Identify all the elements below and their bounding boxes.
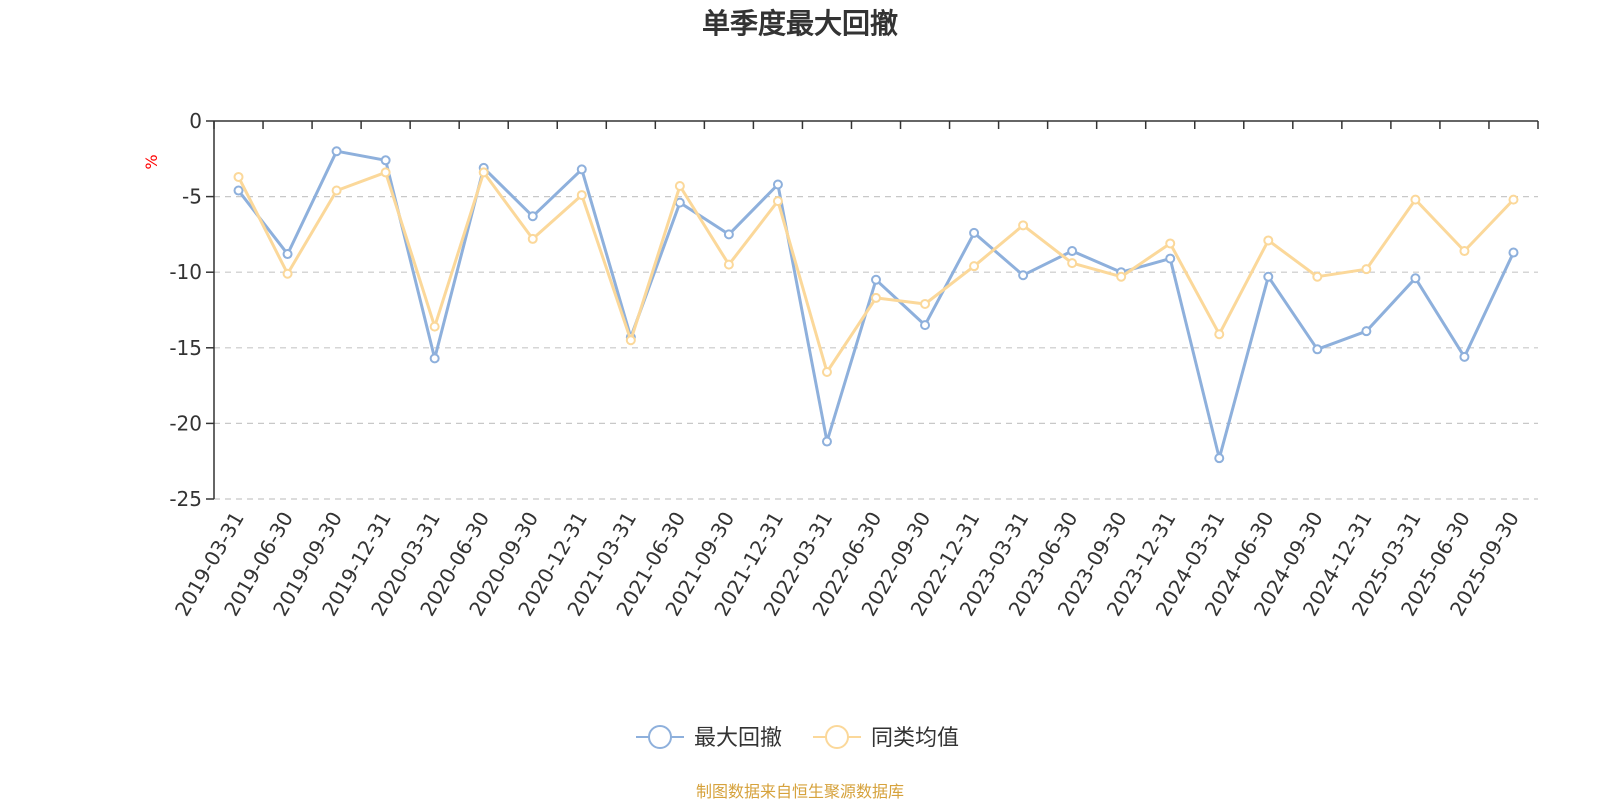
data-point[interactable] xyxy=(1067,258,1078,269)
legend-label: 最大回撤 xyxy=(694,726,782,751)
data-point[interactable] xyxy=(723,229,734,240)
data-point[interactable] xyxy=(429,321,440,332)
series xyxy=(233,146,1519,464)
series-1 xyxy=(233,167,1519,377)
chart-title: 单季度最大回撤 xyxy=(702,7,898,40)
x-tick-labels: 2019-03-312019-06-302019-09-302019-12-31… xyxy=(170,508,1524,621)
data-point[interactable] xyxy=(871,274,881,285)
data-point[interactable] xyxy=(969,261,980,272)
source-note: 制图数据来自恒生聚源数据库 xyxy=(696,782,904,800)
data-point[interactable] xyxy=(772,179,783,190)
data-point[interactable] xyxy=(1410,273,1421,284)
data-point[interactable] xyxy=(1018,270,1029,281)
data-point[interactable] xyxy=(331,146,342,157)
data-point[interactable] xyxy=(969,227,980,238)
data-point[interactable] xyxy=(1116,271,1127,282)
data-point[interactable] xyxy=(920,320,931,331)
y-tick-label: -10 xyxy=(169,260,202,284)
data-point[interactable] xyxy=(1214,329,1225,340)
data-point[interactable] xyxy=(1214,453,1225,464)
data-point[interactable] xyxy=(576,190,587,201)
data-point[interactable] xyxy=(1312,271,1323,282)
data-point[interactable] xyxy=(1165,253,1176,264)
axes xyxy=(206,120,1539,500)
data-point[interactable] xyxy=(1067,246,1078,257)
y-tick-label: 0 xyxy=(189,109,202,133)
legend-item[interactable]: 同类均值 xyxy=(813,725,959,751)
data-point[interactable] xyxy=(282,268,293,279)
y-axis-unit: % xyxy=(142,154,161,169)
data-point[interactable] xyxy=(625,335,636,346)
legend-marker-icon xyxy=(825,725,849,749)
data-point[interactable] xyxy=(772,196,783,207)
data-point[interactable] xyxy=(1459,351,1470,362)
data-point[interactable] xyxy=(1361,264,1372,275)
data-point[interactable] xyxy=(576,164,587,175)
data-point[interactable] xyxy=(871,292,881,303)
data-point[interactable] xyxy=(331,185,342,196)
legend-item[interactable]: 最大回撤 xyxy=(636,725,782,751)
data-point[interactable] xyxy=(527,233,538,244)
y-tick-labels: 0 -5 -10 -15 -20 -25 xyxy=(169,109,202,511)
data-point[interactable] xyxy=(1165,238,1176,249)
data-point[interactable] xyxy=(1508,194,1519,205)
data-point[interactable] xyxy=(233,185,244,196)
data-point[interactable] xyxy=(1263,235,1274,246)
y-tick-label: -20 xyxy=(169,411,202,435)
data-point[interactable] xyxy=(723,259,734,270)
data-point[interactable] xyxy=(380,167,391,178)
data-point[interactable] xyxy=(282,249,293,260)
y-tick-label: -25 xyxy=(169,487,202,511)
y-tick-label: -15 xyxy=(169,336,202,360)
data-point[interactable] xyxy=(478,167,489,178)
legend[interactable]: 最大回撤 同类均值 xyxy=(636,725,959,751)
data-point[interactable] xyxy=(1361,326,1372,337)
data-point[interactable] xyxy=(429,353,440,364)
data-point[interactable] xyxy=(1312,344,1323,355)
legend-marker-icon xyxy=(648,725,672,749)
data-point[interactable] xyxy=(1263,271,1274,282)
data-point[interactable] xyxy=(821,436,832,447)
data-point[interactable] xyxy=(380,155,391,166)
data-point[interactable] xyxy=(1508,247,1519,258)
data-point[interactable] xyxy=(674,181,685,192)
grid-lines xyxy=(214,196,1538,500)
legend-label: 同类均值 xyxy=(871,726,959,751)
data-point[interactable] xyxy=(527,211,538,222)
series-line xyxy=(237,149,1515,460)
y-tick-label: -5 xyxy=(182,185,202,209)
data-point[interactable] xyxy=(920,298,931,309)
data-point[interactable] xyxy=(233,171,244,182)
data-point[interactable] xyxy=(1018,220,1029,231)
data-point[interactable] xyxy=(1410,194,1421,205)
data-point[interactable] xyxy=(1459,246,1470,257)
data-point[interactable] xyxy=(821,366,832,377)
